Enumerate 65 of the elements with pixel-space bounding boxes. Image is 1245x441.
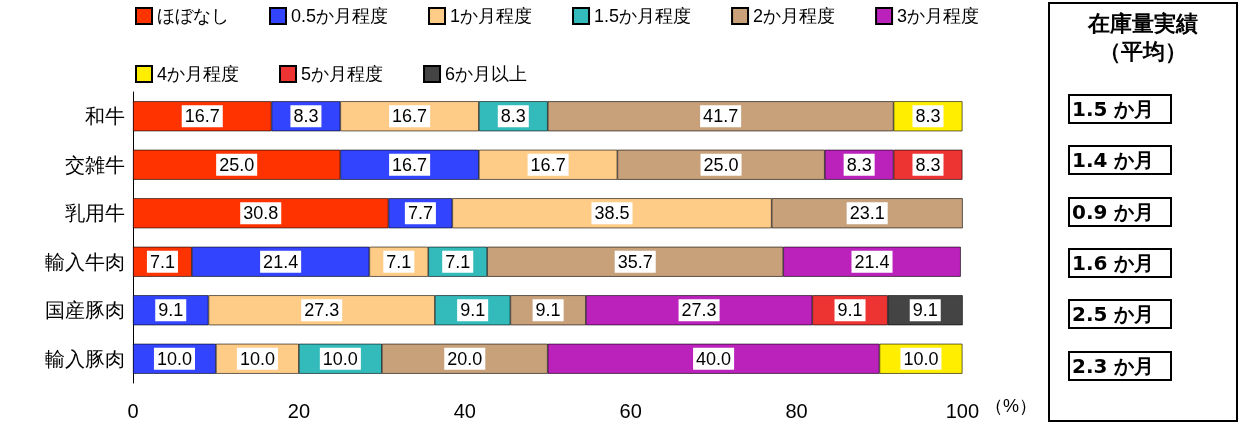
data-label: 38.5 (594, 203, 630, 224)
data-label: 21.4 (854, 251, 890, 272)
text: 1.6 か月 (1068, 247, 1172, 278)
data-label: 23.1 (849, 203, 885, 224)
x-tick-label: 80 (785, 400, 808, 422)
data-label: 16.7 (530, 154, 566, 175)
x-tick-label: 0 (127, 400, 139, 422)
data-label: 8.3 (915, 106, 941, 127)
data-label: 25.0 (703, 154, 739, 175)
data-label: 9.1 (535, 300, 561, 321)
x-tick-label: 20 (287, 400, 311, 422)
text: 2.5 か月 (1068, 299, 1172, 330)
y-tick-label: 交雑牛 (65, 153, 125, 176)
data-label: 8.3 (293, 106, 319, 127)
legend-label: 6か月以上 (445, 64, 528, 84)
text: 1.4 か月 (1068, 145, 1172, 176)
y-tick-label: 輸入牛肉 (45, 250, 125, 273)
y-tick-label: 和牛 (85, 105, 125, 128)
data-label: 7.1 (149, 251, 175, 272)
y-tick-label: 輸入豚肉 (45, 347, 125, 370)
data-label: 41.7 (703, 106, 739, 127)
data-label: 27.3 (681, 300, 717, 321)
data-label: 10.0 (239, 348, 275, 369)
data-label: 10.0 (903, 348, 939, 369)
data-label: 20.0 (447, 348, 483, 369)
data-label: 16.7 (392, 154, 428, 175)
data-label: 25.0 (219, 154, 255, 175)
text: 0.9 か月 (1068, 196, 1172, 227)
data-label: 8.3 (915, 154, 941, 175)
x-tick-label: 100 (945, 400, 980, 422)
legend-label: 2か月程度 (753, 6, 836, 26)
data-label: 10.0 (322, 348, 358, 369)
text: 2.3 か月 (1068, 350, 1172, 381)
data-label: 35.7 (617, 251, 653, 272)
text: （平均） (1098, 38, 1188, 66)
data-label: 8.3 (846, 154, 872, 175)
text: 1.5 か月 (1068, 94, 1172, 124)
x-tick-label: 60 (619, 400, 642, 422)
data-label: 7.1 (386, 251, 412, 272)
data-label: 16.7 (184, 106, 220, 127)
data-label: 10.0 (156, 348, 192, 369)
data-label: 40.0 (696, 348, 732, 369)
data-label: 8.3 (500, 106, 526, 127)
data-label: 27.3 (304, 300, 340, 321)
legend-label: 0.5か月程度 (291, 6, 389, 26)
text: 在庫量実績 (1087, 10, 1199, 38)
x-tick-label: 40 (453, 400, 476, 422)
legend-label: 4か月程度 (157, 64, 240, 84)
y-tick-label: 乳用牛 (65, 202, 125, 225)
data-label: 16.7 (392, 106, 428, 127)
data-label: 9.1 (158, 300, 184, 321)
data-label: 9.1 (912, 300, 938, 321)
data-label: 7.7 (407, 203, 433, 224)
data-label: 7.1 (445, 251, 471, 272)
data-label: 9.1 (837, 300, 863, 321)
legend-label: 3か月程度 (897, 6, 980, 26)
data-label: 21.4 (263, 251, 299, 272)
legend-label: 5か月程度 (301, 64, 384, 84)
legend-label: 1か月程度 (450, 6, 533, 26)
data-label: 30.8 (243, 203, 279, 224)
y-tick-label: 国産豚肉 (45, 299, 125, 322)
data-label: 9.1 (460, 300, 486, 321)
legend-label: ほぼなし (157, 6, 229, 26)
legend-label: 1.5か月程度 (594, 6, 692, 26)
x-axis-title: （%） (985, 396, 1038, 416)
